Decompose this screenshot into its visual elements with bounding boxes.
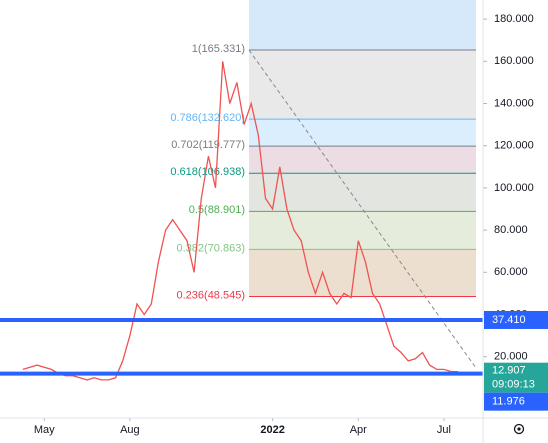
hline-label-bg <box>484 310 548 329</box>
trend-line <box>248 49 477 369</box>
fib-zone <box>249 173 476 212</box>
fib-label: 0.382(70.863) <box>177 242 246 254</box>
x-tick-label: May <box>34 424 55 436</box>
settings-icon[interactable] <box>513 423 525 435</box>
gear-hub <box>517 427 521 431</box>
gear <box>513 423 525 435</box>
y-tick-label: 100.000 <box>494 182 534 194</box>
y-tick-label: 80.000 <box>494 224 528 236</box>
fib-label: 0.236(48.545) <box>177 289 246 301</box>
fib-label: 1(165.331) <box>192 43 245 55</box>
y-tick-label: 20.000 <box>494 351 528 363</box>
hline-label: 37.410 <box>492 314 526 326</box>
fib-zone <box>249 0 476 51</box>
y-tick-label: 180.000 <box>494 13 534 25</box>
fib-zone <box>249 211 476 250</box>
x-tick-label: Jul <box>437 424 451 436</box>
fib-zone <box>249 50 476 120</box>
fib-label: 0.5(88.901) <box>189 204 245 216</box>
x-tick-label: 2022 <box>260 424 284 436</box>
fib-label: 0.702(119.777) <box>171 139 245 151</box>
last-price-bg <box>484 362 548 393</box>
fib-zone <box>249 249 476 297</box>
fib-label: 0.618(106.938) <box>170 166 245 178</box>
x-tick-label: Aug <box>120 424 140 436</box>
fib-zone <box>249 119 476 147</box>
fib-zone <box>249 146 476 174</box>
y-tick-label: 120.000 <box>494 140 534 152</box>
y-tick-label: 160.000 <box>494 55 534 67</box>
x-tick-label: Apr <box>350 424 367 436</box>
hline-label: 11.976 <box>492 396 525 408</box>
last-price-label: 12.907 <box>492 365 526 377</box>
fib-label: 0.786(132.620) <box>170 112 245 124</box>
y-tick-label: 140.000 <box>494 97 534 109</box>
countdown-label: 09:09:13 <box>492 379 535 391</box>
hline-label-bg <box>484 392 548 411</box>
y-tick-label: 60.000 <box>494 266 528 278</box>
